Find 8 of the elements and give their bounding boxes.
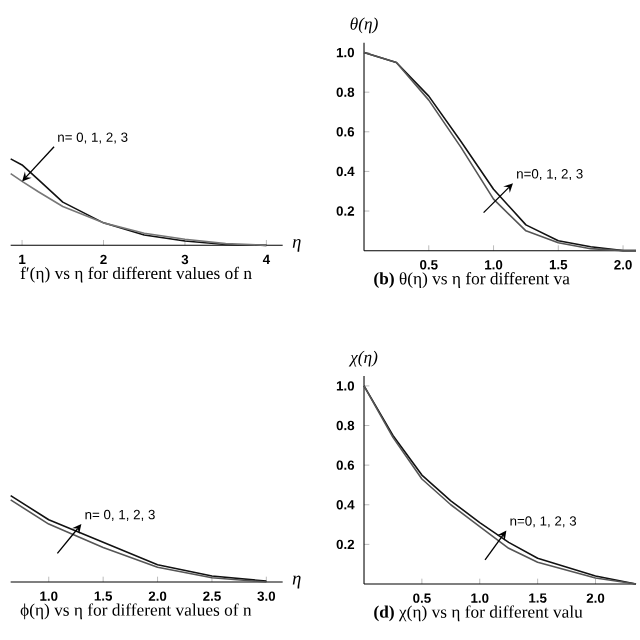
x-axis-title: η — [292, 238, 301, 252]
text: ϕ(η) vs η for different values of n — [20, 603, 252, 620]
y-axis-title: χ(η) — [348, 350, 378, 367]
text: (b) θ(η) vs η for different va — [374, 272, 570, 288]
text: (d) χ(η) vs η for different valu — [374, 605, 583, 622]
text: f′(η) vs η for different values of n — [20, 266, 252, 283]
y-axis-title: θ(η) — [350, 17, 378, 34]
x-axis-title: η — [292, 575, 301, 589]
